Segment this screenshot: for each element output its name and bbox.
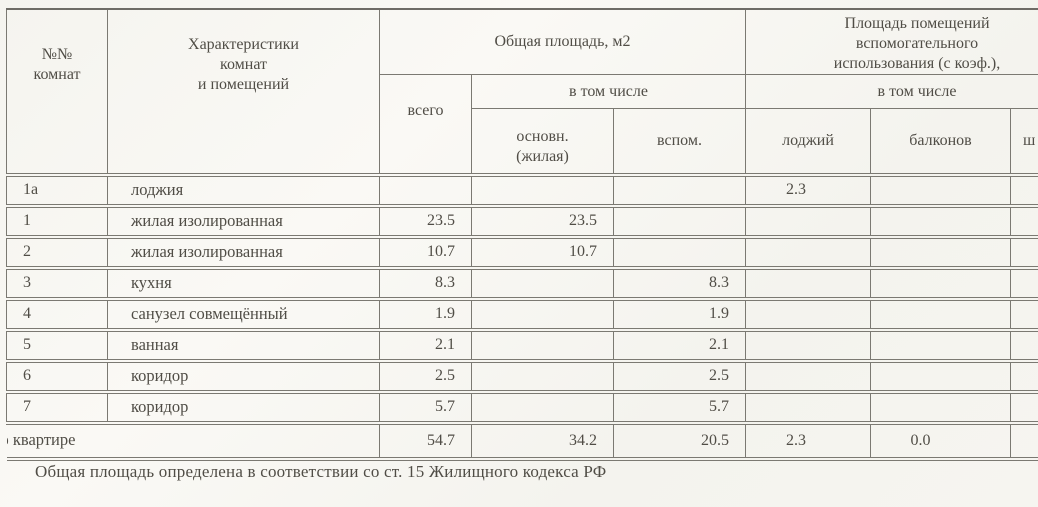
header-auxiliary: вспом.: [613, 108, 746, 177]
extra-area-cell: [1009, 234, 1038, 268]
main-area-cell: [471, 296, 614, 330]
room-number-cell: 1а: [6, 172, 108, 206]
main-area-cell: 23.5: [471, 203, 614, 237]
table-row: 1а лоджия 2.3: [6, 172, 1038, 206]
extra-area-cell: [1009, 358, 1038, 392]
room-number-cell: 2: [6, 234, 108, 268]
loggia-area-cell: [745, 389, 871, 423]
extra-area-cell: [1009, 172, 1038, 206]
balcony-area-cell: [870, 234, 1011, 268]
balcony-area-cell: [870, 172, 1011, 206]
loggia-area-cell: [745, 203, 871, 237]
main-area-sum-cell: 34.2: [471, 420, 614, 461]
main-area-cell: [471, 389, 614, 423]
table-row: 4 санузел совмещённый 1.9 1.9: [6, 296, 1038, 330]
total-row-label: о квартире: [6, 420, 380, 461]
table-row: 1 жилая изолированная 23.5 23.5: [6, 203, 1038, 237]
apartment-total-row: о квартире 54.7 34.2 20.5 2.3 0.0: [6, 420, 1038, 461]
loggia-area-cell: [745, 327, 871, 361]
balcony-area-cell: [870, 203, 1011, 237]
table-row: 5 ванная 2.1 2.1: [6, 327, 1038, 361]
extra-area-cell: [1009, 327, 1038, 361]
room-number-cell: 1: [6, 203, 108, 237]
aux-area-cell: [613, 234, 746, 268]
aux-area-sum-cell: 20.5: [613, 420, 746, 461]
total-area-sum-cell: 54.7: [379, 420, 472, 461]
balcony-area-cell: [870, 296, 1011, 330]
main-area-cell: [471, 265, 614, 299]
legal-footnote: Общая площадь определена в соответствии …: [35, 462, 607, 481]
extra-area-cell: [1009, 203, 1038, 237]
aux-area-cell: [613, 172, 746, 206]
table-row: 6 коридор 2.5 2.5: [6, 358, 1038, 392]
room-name-cell: лоджия: [107, 172, 380, 206]
aux-area-cell: 2.5: [613, 358, 746, 392]
total-area-cell: 10.7: [379, 234, 472, 268]
main-area-cell: [471, 358, 614, 392]
header-rooms-number: №№ комнат: [6, 8, 108, 175]
table-header: №№ комнат Характеристики комнат и помеще…: [6, 8, 1038, 177]
header-loggias: лоджий: [745, 108, 871, 177]
header-including-right: в том числе: [744, 74, 1038, 109]
total-area-cell: 8.3: [379, 265, 472, 299]
aux-area-cell: 1.9: [613, 296, 746, 330]
header-extra-clipped: ш: [1009, 108, 1038, 177]
total-area-cell: 2.1: [379, 327, 472, 361]
table-row: 7 коридор 5.7 5.7: [6, 389, 1038, 423]
table-body: 1а лоджия 2.3 1 жилая изолированная 23.5…: [6, 172, 1038, 461]
header-total-area-group: Общая площадь, м2: [379, 8, 746, 75]
room-name-cell: кухня: [107, 265, 380, 299]
loggia-area-cell: [745, 358, 871, 392]
room-number-cell: 5: [6, 327, 108, 361]
loggia-area-cell: [745, 296, 871, 330]
balcony-area-sum-cell: 0.0: [870, 420, 1011, 461]
header-room-characteristics: Характеристики комнат и помещений: [107, 8, 380, 175]
extra-area-sum-cell: [1009, 420, 1038, 461]
aux-area-cell: 5.7: [613, 389, 746, 423]
header-main-living: основн. (жилая): [471, 108, 614, 177]
room-number-cell: 6: [6, 358, 108, 392]
total-area-cell: [379, 172, 472, 206]
apartment-area-table: №№ комнат Характеристики комнат и помеще…: [6, 8, 1038, 461]
header-balconies: балконов: [870, 108, 1011, 177]
room-number-cell: 4: [6, 296, 108, 330]
loggia-area-cell: [745, 234, 871, 268]
loggia-area-cell: [745, 265, 871, 299]
loggia-area-cell: 2.3: [745, 172, 871, 206]
extra-area-cell: [1009, 389, 1038, 423]
table-row: 2 жилая изолированная 10.7 10.7: [6, 234, 1038, 268]
room-number-cell: 3: [6, 265, 108, 299]
total-area-cell: 1.9: [379, 296, 472, 330]
balcony-area-cell: [870, 265, 1011, 299]
balcony-area-cell: [870, 389, 1011, 423]
room-name-cell: жилая изолированная: [107, 234, 380, 268]
main-area-cell: 10.7: [471, 234, 614, 268]
aux-area-cell: 2.1: [613, 327, 746, 361]
aux-area-cell: [613, 203, 746, 237]
header-aux-area-group: Площадь помещений вспомогательного испол…: [744, 8, 1038, 75]
table-row: 3 кухня 8.3 8.3: [6, 265, 1038, 299]
total-area-cell: 5.7: [379, 389, 472, 423]
room-number-cell: 7: [6, 389, 108, 423]
room-name-cell: санузел совмещённый: [107, 296, 380, 330]
main-area-cell: [471, 172, 614, 206]
extra-area-cell: [1009, 296, 1038, 330]
header-total-column: всего: [379, 74, 472, 175]
main-area-cell: [471, 327, 614, 361]
room-name-cell: ванная: [107, 327, 380, 361]
total-area-cell: 23.5: [379, 203, 472, 237]
room-name-cell: коридор: [107, 389, 380, 423]
balcony-area-cell: [870, 358, 1011, 392]
loggia-area-sum-cell: 2.3: [745, 420, 871, 461]
header-including-left: в том числе: [471, 74, 746, 109]
balcony-area-cell: [870, 327, 1011, 361]
extra-area-cell: [1009, 265, 1038, 299]
total-area-cell: 2.5: [379, 358, 472, 392]
room-name-cell: коридор: [107, 358, 380, 392]
room-name-cell: жилая изолированная: [107, 203, 380, 237]
aux-area-cell: 8.3: [613, 265, 746, 299]
